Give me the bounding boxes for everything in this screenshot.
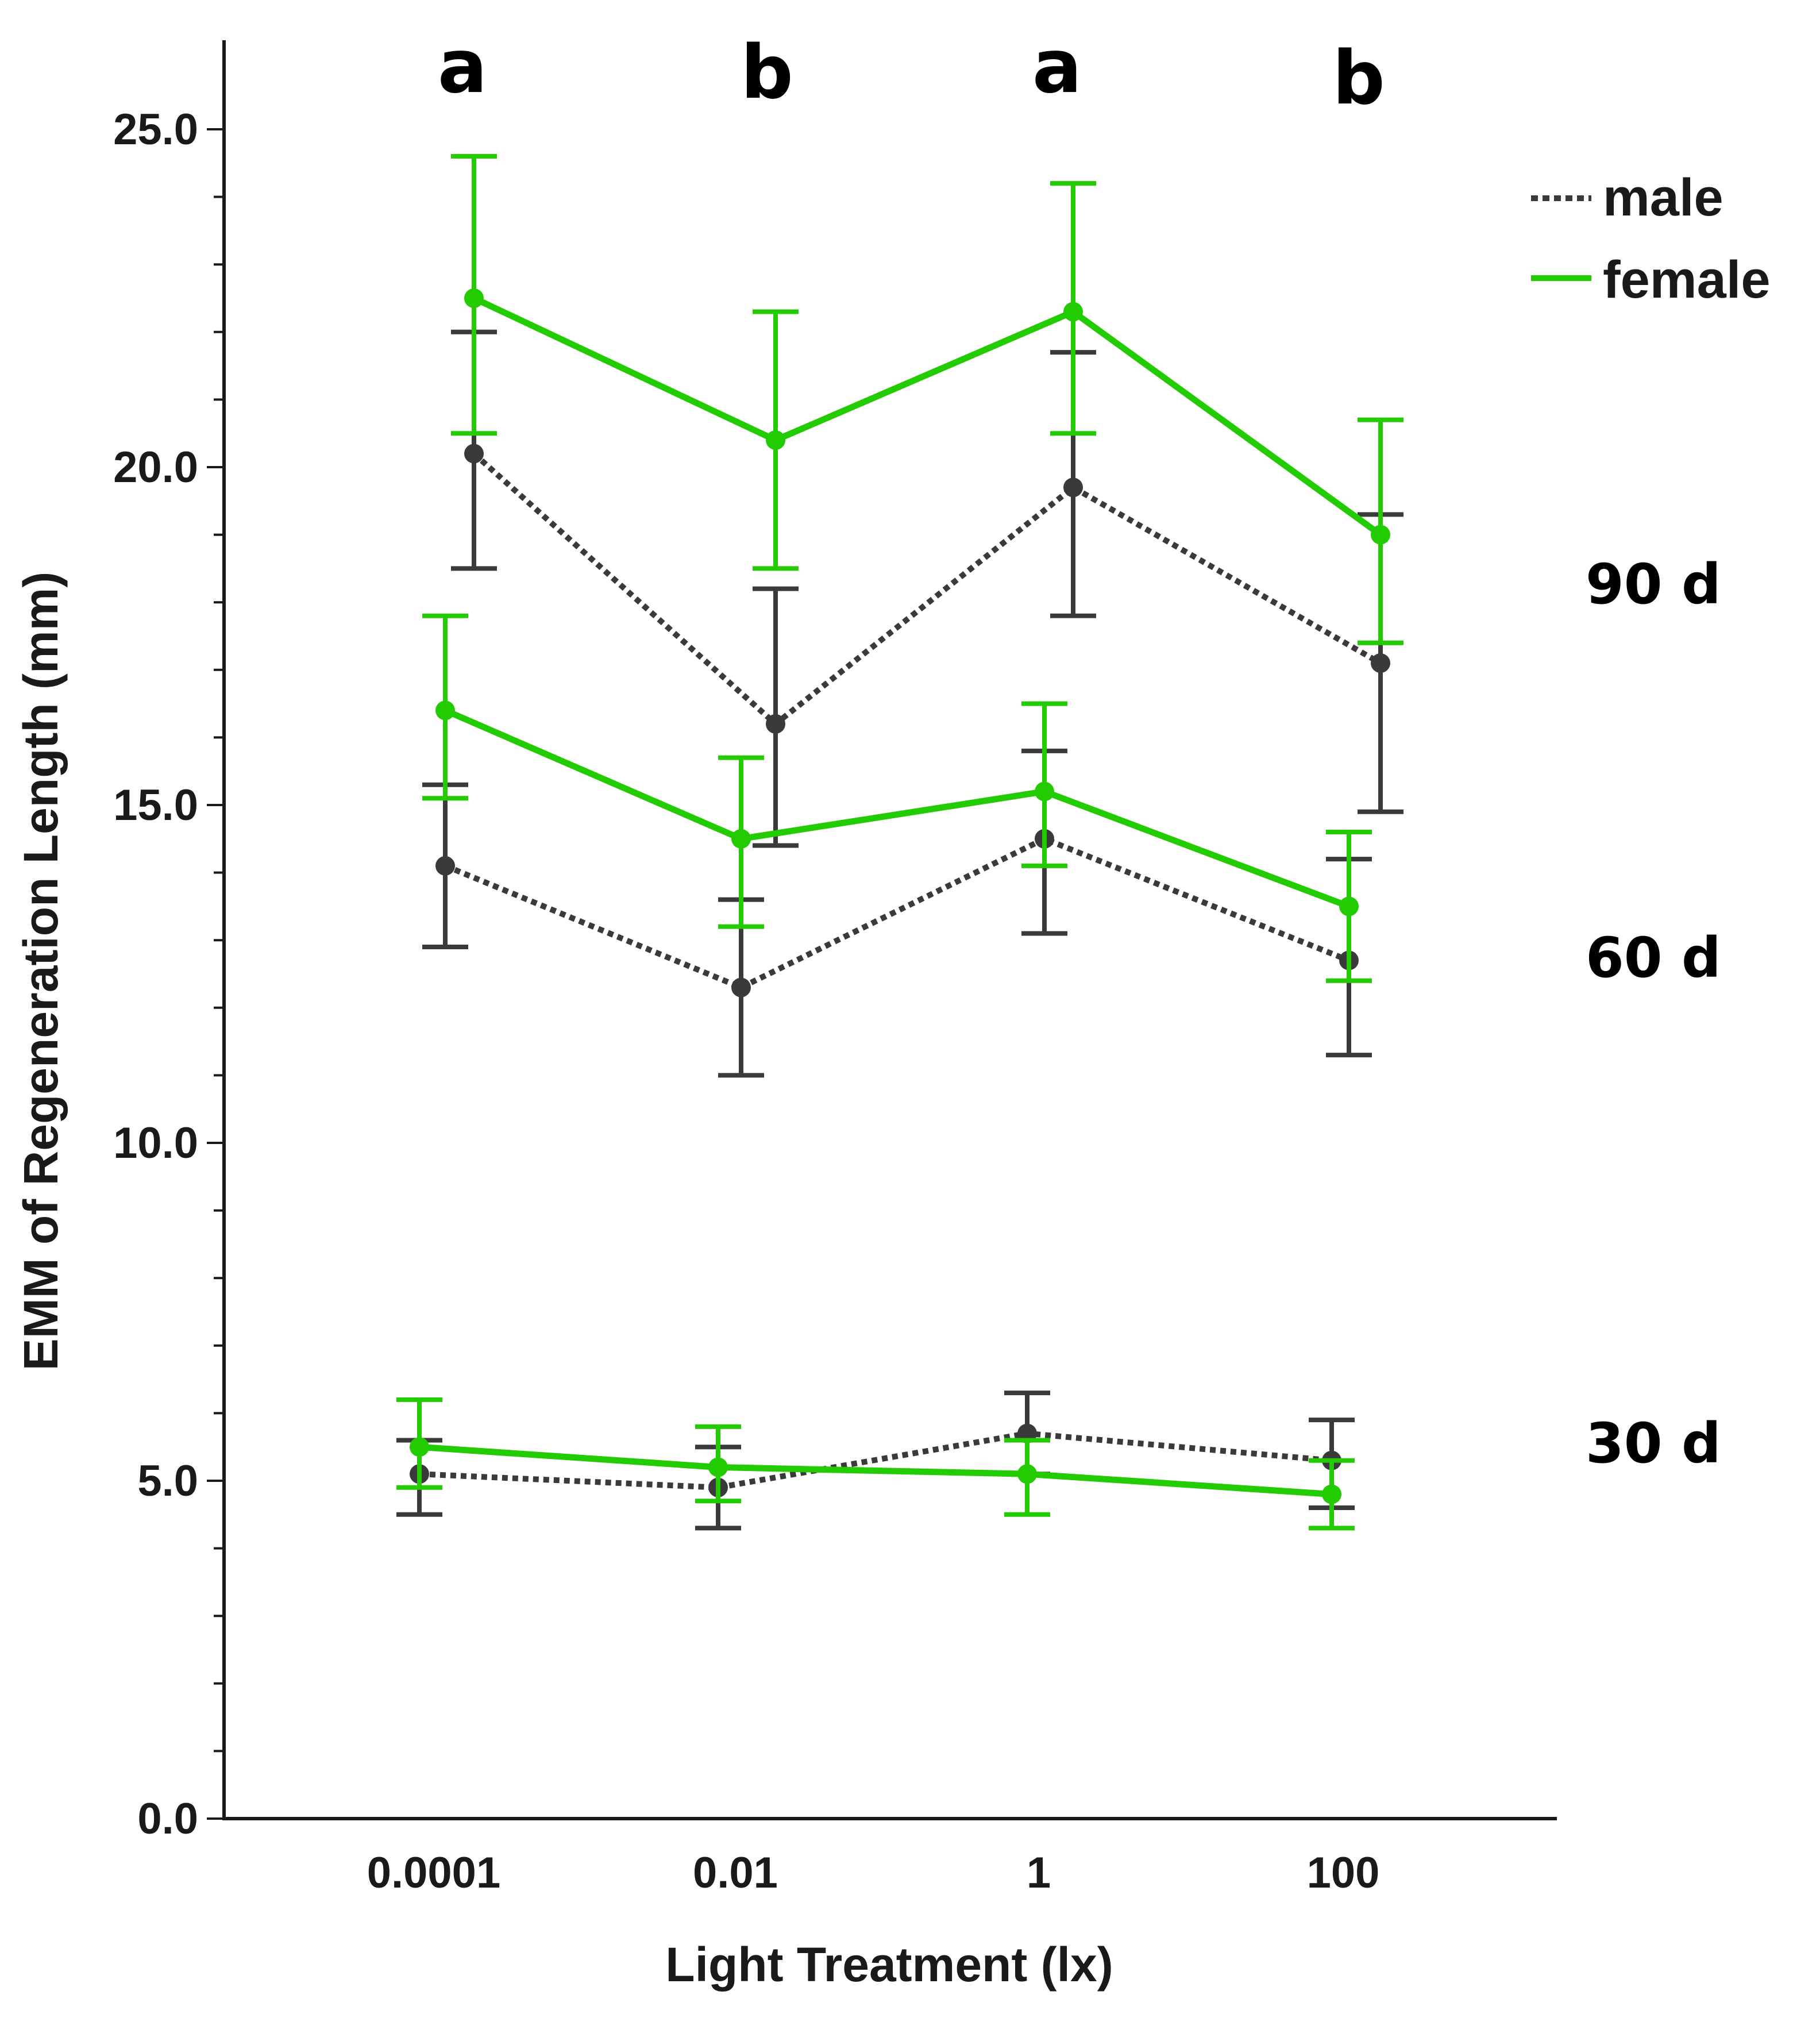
male-line — [472, 451, 1382, 727]
male-point — [731, 977, 751, 998]
group-label: 90 d — [1586, 552, 1721, 617]
group-30-d — [396, 1391, 1355, 1531]
female-point — [1322, 1484, 1341, 1504]
group-60-d — [422, 613, 1372, 1078]
female-line — [472, 295, 1383, 538]
group-90-d — [451, 154, 1403, 848]
female-line — [444, 707, 1350, 910]
series — [396, 154, 1403, 1531]
x-tick-label: 0.01 — [693, 1848, 778, 1897]
y-axis-title: EMM of Regeneration Length (mm) — [14, 572, 68, 1371]
group-label: 60 d — [1586, 926, 1721, 990]
female-point — [1339, 896, 1359, 916]
significance-letter: b — [741, 30, 793, 115]
male-point — [464, 444, 484, 464]
female-point — [766, 430, 785, 450]
legend: male female — [1531, 168, 1771, 309]
male-point — [1063, 477, 1083, 498]
female-point — [1017, 1464, 1037, 1484]
x-tick-label: 100 — [1307, 1848, 1380, 1897]
female-point — [1371, 525, 1390, 545]
group-labels: 90 d 60 d 30 d — [1586, 552, 1721, 1476]
axes — [222, 40, 1557, 1820]
male-point — [435, 856, 455, 876]
female-point — [1035, 781, 1054, 802]
x-axis-title: Light Treatment (lx) — [665, 1938, 1113, 1992]
female-point — [435, 700, 455, 721]
female-point — [464, 288, 484, 308]
x-tick-label: 0.0001 — [367, 1848, 500, 1897]
female-point — [1063, 302, 1083, 322]
y-tick-label: 15.0 — [113, 781, 198, 830]
male-point — [766, 714, 785, 734]
significance-letter: a — [1032, 24, 1082, 110]
male-line — [444, 835, 1350, 991]
female-line — [419, 1443, 1332, 1498]
legend-female-label: female — [1603, 251, 1771, 309]
y-tick-label: 0.0 — [137, 1794, 198, 1843]
female-point — [708, 1457, 728, 1477]
female-point — [731, 829, 751, 849]
x-tick-label: 1 — [1027, 1848, 1051, 1897]
significance-letter: b — [1332, 36, 1385, 121]
significance-letter: a — [438, 24, 487, 110]
male-point — [1371, 653, 1390, 673]
y-tick-label: 25.0 — [113, 105, 198, 154]
x-ticks: 0.0001 0.01 1 100 — [367, 1848, 1380, 1897]
y-tick-label: 5.0 — [137, 1457, 198, 1505]
legend-male-label: male — [1603, 168, 1723, 227]
y-ticks: 0.0 5.0 10.0 15.0 20.0 25.0 — [113, 105, 224, 1843]
y-tick-label: 10.0 — [113, 1119, 198, 1168]
group-label: 30 d — [1586, 1411, 1721, 1476]
male-line — [419, 1430, 1332, 1491]
female-point — [410, 1437, 429, 1457]
y-tick-label: 20.0 — [113, 443, 198, 492]
